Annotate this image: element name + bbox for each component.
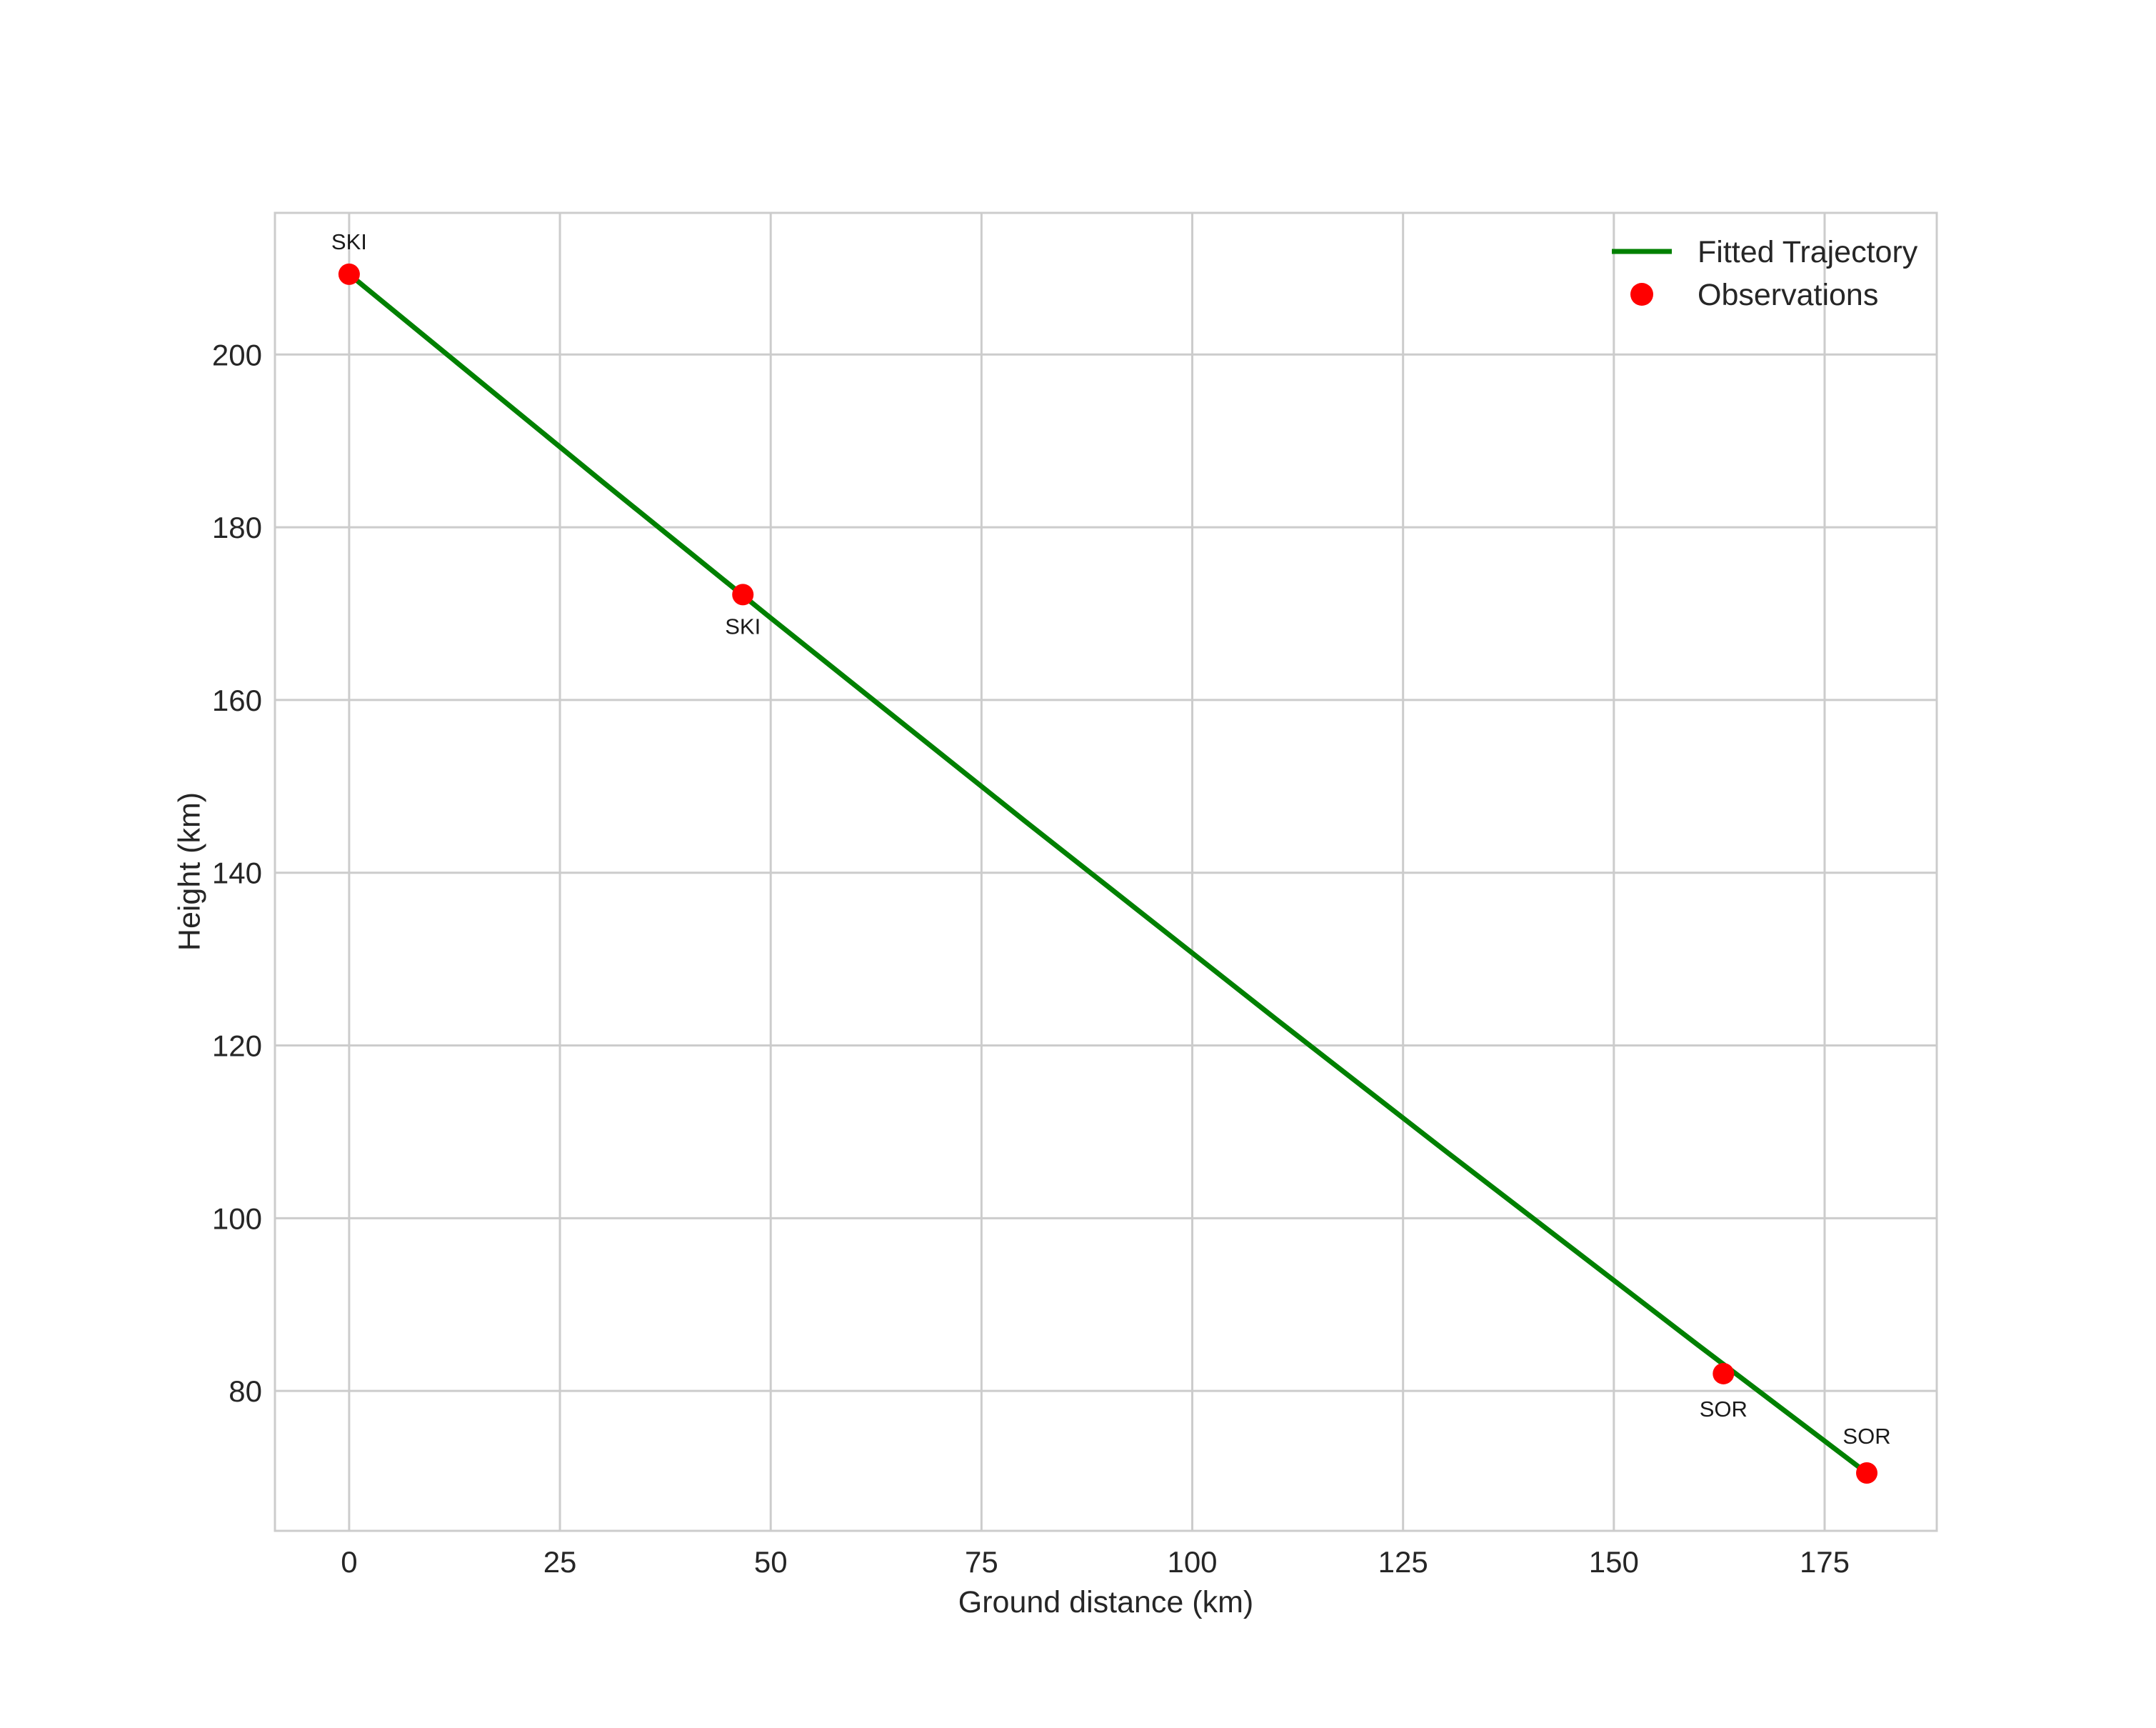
y-tick-label-100: 100 — [212, 1202, 262, 1235]
x-tick-label-50: 50 — [754, 1545, 788, 1579]
observation-dot-3 — [1856, 1462, 1878, 1484]
plot-border — [274, 211, 1938, 1532]
y-axis-label: Height (km) — [172, 791, 207, 952]
x-tick-label-100: 100 — [1167, 1545, 1217, 1579]
y-tick-label-160: 160 — [212, 684, 262, 717]
observation-label-3: SOR — [1842, 1424, 1890, 1449]
y-tick-label-80: 80 — [229, 1374, 262, 1408]
y-tick-label-200: 200 — [212, 338, 262, 371]
x-tick-label-175: 175 — [1800, 1545, 1850, 1579]
observation-label-2: SOR — [1700, 1397, 1748, 1422]
legend-dot-swatch — [1630, 283, 1653, 306]
x-axis-label: Ground distance (km) — [958, 1585, 1254, 1619]
fitted-trajectory-line — [346, 271, 1870, 1476]
observation-label-0: SKI — [331, 229, 367, 254]
observation-label-1: SKI — [725, 614, 761, 639]
x-tick-label-25: 25 — [543, 1545, 577, 1579]
x-tick-label-75: 75 — [965, 1545, 998, 1579]
observation-dot-1 — [732, 584, 754, 606]
x-tick-label-150: 150 — [1589, 1545, 1639, 1579]
legend-label-1: Observations — [1698, 278, 1878, 312]
y-tick-label-140: 140 — [212, 856, 262, 890]
x-tick-label-0: 0 — [341, 1545, 357, 1579]
y-tick-label-120: 120 — [212, 1029, 262, 1063]
observation-dot-0 — [338, 263, 360, 285]
y-tick-label-180: 180 — [212, 511, 262, 544]
x-tick-label-125: 125 — [1378, 1545, 1428, 1579]
legend-label-0: Fitted Trajectory — [1698, 235, 1918, 269]
observation-dot-2 — [1713, 1362, 1735, 1384]
